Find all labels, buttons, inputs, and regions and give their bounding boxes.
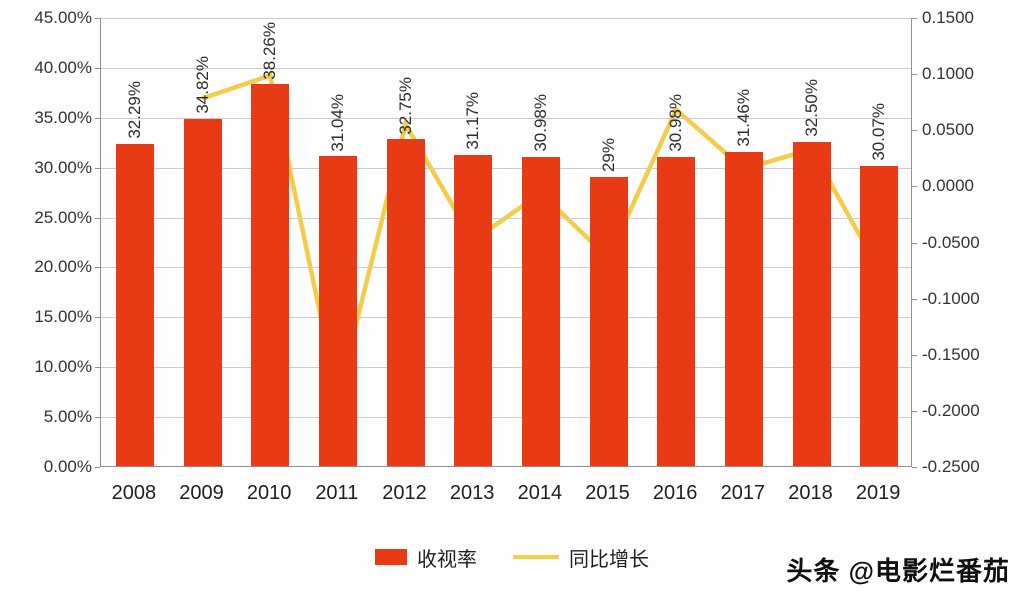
x-axis-label: 2019	[855, 482, 901, 504]
bar-data-label: 38.26%	[260, 21, 280, 80]
right-axis-tick-label: -0.1500	[922, 344, 980, 364]
gridline	[101, 417, 911, 419]
plot-area: 32.29% 34.82% 38.26% 31.04% 32.75% 31.17% 30.9…	[100, 18, 912, 467]
legend-label: 同比增长	[569, 548, 649, 571]
bar	[521, 156, 560, 466]
left-axis-tick-label: 45.00%	[34, 8, 92, 27]
left-axis-tick-label: 40.00%	[34, 57, 92, 77]
bar-data-label: 32.75%	[395, 76, 415, 135]
bar	[860, 165, 899, 466]
right-axis-tick	[912, 298, 917, 300]
legend: 收视率 同比增长	[0, 541, 1024, 573]
gridline	[101, 67, 911, 69]
x-axis-label: 2016	[652, 482, 698, 504]
bar	[589, 176, 628, 466]
right-axis-tick-label: 0.0500	[922, 120, 974, 140]
bar-data-label: 34.82%	[192, 55, 212, 114]
bar	[115, 143, 154, 466]
x-axis-label: 2013	[449, 482, 495, 504]
right-axis-tick-label: -0.0500	[922, 232, 980, 252]
bar	[454, 155, 493, 466]
right-axis-tick	[912, 410, 917, 412]
legend-bar-swatch	[375, 549, 407, 565]
right-axis-tick	[912, 467, 917, 468]
left-axis-tick-label: 30.00%	[34, 157, 92, 177]
right-axis-tick-label: 0.0000	[922, 176, 974, 196]
left-axis-tick	[95, 267, 100, 269]
left-axis-tick	[95, 467, 100, 468]
gridline	[101, 167, 911, 169]
bar-data-label: 30.98%	[530, 94, 550, 152]
right-axis-tick-label: -0.2000	[922, 400, 980, 420]
x-axis-label: 2010	[246, 482, 292, 504]
left-axis-tick-label: 5.00%	[43, 407, 92, 427]
left-axis-tick	[95, 317, 100, 319]
bar-data-label: 32.29%	[124, 81, 144, 139]
left-axis-tick-label: 35.00%	[34, 107, 92, 127]
gridline	[101, 217, 911, 219]
gridline	[101, 117, 911, 119]
left-axis-tick	[95, 367, 100, 369]
right-axis-tick-label: 0.1000	[922, 64, 974, 84]
left-axis-tick-label: 10.00%	[34, 357, 92, 377]
bar	[792, 141, 831, 466]
watermark-text: 头条 @电影烂番茄	[786, 556, 1010, 586]
legend-item: 同比增长	[513, 543, 649, 572]
left-axis-tick-label: 15.00%	[34, 307, 92, 327]
bar-data-label: 30.07%	[869, 103, 889, 161]
right-axis-tick	[912, 242, 917, 244]
bar	[183, 118, 222, 466]
right-axis-tick	[912, 74, 917, 76]
left-axis-tick-label: 20.00%	[34, 257, 92, 277]
legend-item: 收视率	[375, 543, 477, 572]
x-axis-label: 2018	[788, 482, 833, 504]
bar	[724, 152, 763, 466]
bar-data-label: 31.17%	[463, 92, 483, 150]
bar-data-label: 29%	[598, 137, 618, 172]
bar-data-label: 32.50%	[801, 79, 821, 137]
gridline	[101, 317, 911, 319]
bar	[657, 156, 696, 466]
watermark: 头条 @电影烂番茄	[786, 551, 1010, 588]
right-axis-tick	[912, 354, 917, 356]
bar	[386, 139, 425, 466]
left-axis-tick	[95, 117, 100, 119]
gridline	[101, 18, 911, 19]
x-axis-label: 2017	[720, 482, 766, 504]
bar-data-label: 30.98%	[666, 94, 686, 152]
legend-line-swatch	[513, 555, 559, 559]
left-axis-tick	[95, 417, 100, 419]
right-axis-tick-label: 0.1500	[922, 8, 974, 27]
x-axis-label: 2009	[179, 482, 224, 504]
left-axis-tick-label: 25.00%	[34, 207, 92, 227]
left-axis-tick	[95, 217, 100, 219]
left-axis-tick	[95, 167, 100, 169]
gridline	[101, 367, 911, 369]
gridline	[101, 267, 911, 269]
right-axis-tick-label: -0.1000	[922, 288, 980, 308]
left-axis-tick	[95, 67, 100, 69]
x-axis-label: 2014	[517, 482, 563, 504]
x-axis-label: 2008	[111, 482, 157, 504]
x-axis-label: 2012	[382, 482, 427, 504]
bar-data-label: 31.46%	[733, 89, 753, 148]
bar	[318, 156, 357, 466]
right-axis-tick	[912, 18, 917, 19]
x-axis-label: 2015	[585, 482, 630, 504]
x-axis-label: 2011	[315, 482, 359, 504]
bar-data-label: 31.04%	[327, 93, 347, 152]
right-axis-tick	[912, 130, 917, 132]
line-series	[201, 72, 882, 399]
legend-label: 收视率	[417, 548, 477, 571]
right-axis-tick	[912, 186, 917, 188]
left-axis-tick-label: 0.00%	[43, 457, 92, 476]
right-axis-tick-label: -0.2500	[922, 457, 980, 476]
left-axis-tick	[95, 18, 100, 19]
bar	[251, 84, 290, 466]
